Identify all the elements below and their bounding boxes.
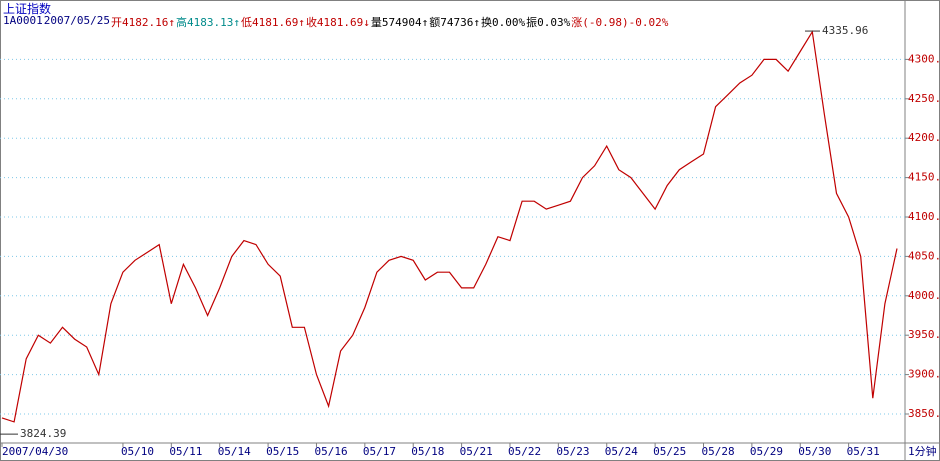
y-tick-label: 4150.00 [908,171,940,184]
header-item: 涨(-0.98)-0.02% [571,16,669,29]
y-tick-label: 4050.00 [908,249,940,262]
price-line [1,30,898,423]
y-tick-label: 4000.00 [908,289,940,302]
y-tick-label: 3900.00 [908,368,940,381]
y-tick-label: 4300.00 [908,52,940,65]
x-tick-label: 05/15 [266,445,299,458]
min-label: 3824.39 [20,427,66,440]
x-tick-label: 05/16 [314,445,347,458]
header-item: 振0.03% [526,16,571,29]
header-item: 量574904↑ [370,16,429,29]
header-item: 换0.00% [481,16,526,29]
header-item: 高4183.13↑ [175,16,240,29]
header-item: 低4181.69↑ [240,16,305,29]
x-tick-label: 2007/04/30 [2,445,68,458]
x-tick-label: 05/17 [363,445,396,458]
x-tick-label: 05/29 [750,445,783,458]
x-tick-label: 05/14 [218,445,251,458]
x-tick-label: 05/23 [556,445,589,458]
y-tick-label: 3950.00 [908,328,940,341]
y-tick-label: 4200.00 [908,131,940,144]
x-tick-label: 05/25 [653,445,686,458]
x-tick-label: 05/22 [508,445,541,458]
x-tick-label: 05/10 [121,445,154,458]
header-item: 2007/05/25 [43,14,110,27]
header-item: 开4182.16↑ [110,16,175,29]
x-tick-label: 05/18 [411,445,444,458]
header-item: 1A0001 [3,14,43,27]
y-tick-label: 4250.00 [908,92,940,105]
x-tick-label: 05/31 [847,445,880,458]
x-tick-label: 05/21 [460,445,493,458]
x-tick-label: 05/28 [701,445,734,458]
y-tick-label: 4100.00 [908,210,940,223]
max-label: 4335.96 [822,24,868,37]
chart-title: 上证指数 [3,2,52,16]
header-item: 收4181.69↓ [305,16,370,29]
x-tick-label: 05/24 [605,445,638,458]
x-tick-label: 05/11 [169,445,202,458]
header-item: 额74736↑ [429,16,481,29]
header-info: 1A0001 2007/05/25 开4182.16↑ 高4183.13↑ 低4181.… [3,14,669,30]
period-label: 1分钟 [908,444,937,458]
x-tick-label: 05/30 [798,445,831,458]
y-tick-label: 3850.00 [908,407,940,420]
